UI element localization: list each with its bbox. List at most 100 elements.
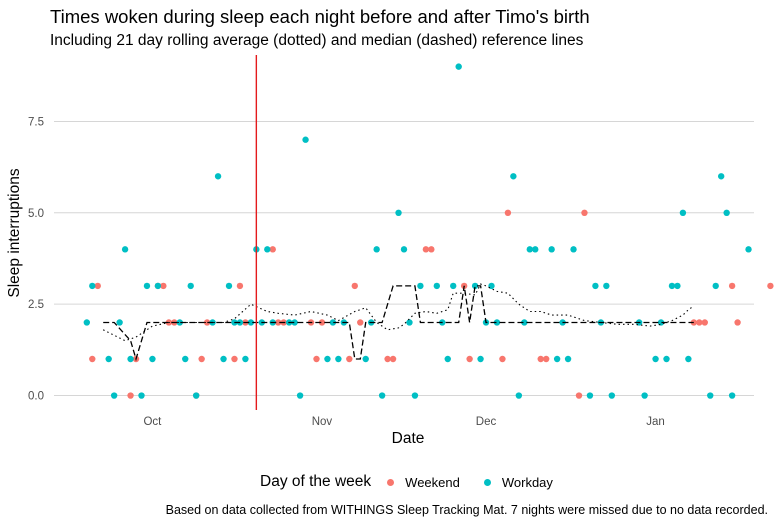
data-point-workday (335, 355, 342, 363)
x-axis-title: Date (392, 430, 425, 447)
data-point-workday (143, 282, 151, 290)
rolling-average-line (102, 283, 695, 342)
data-point-workday (154, 282, 162, 290)
data-point-workday (324, 355, 331, 363)
data-point-weekend (537, 355, 544, 363)
data-point-workday (138, 392, 145, 399)
data-point-weekend (351, 282, 358, 290)
data-point-weekend (357, 319, 364, 326)
data-point-workday (400, 246, 408, 253)
data-point-weekend (203, 319, 211, 326)
data-point-workday (521, 319, 528, 326)
data-point-workday (712, 282, 719, 290)
data-point-workday (116, 319, 123, 326)
legend-title: Day of the week (260, 473, 372, 490)
data-point-weekend (313, 355, 320, 363)
data-point-workday (362, 355, 369, 363)
data-point-workday (488, 282, 495, 290)
grid-lines (54, 120, 754, 397)
data-point-workday (455, 63, 462, 70)
legend-key-weekend (387, 478, 395, 486)
data-point-workday (515, 392, 523, 399)
data-point-workday (110, 392, 118, 399)
data-point-weekend (581, 209, 588, 217)
data-point-weekend (696, 319, 703, 326)
y-axis-ticks: 0.0 2.5 5.0 7.5 (28, 116, 44, 402)
data-point-workday (510, 173, 517, 180)
data-point-workday (149, 355, 156, 363)
data-point-workday (296, 392, 304, 399)
chart-title: Times woken during sleep each night befo… (50, 6, 590, 27)
data-point-workday (433, 282, 441, 290)
data-point-weekend (275, 319, 282, 326)
data-point-workday (417, 282, 424, 290)
data-point-workday (548, 246, 555, 253)
data-point-workday (674, 282, 681, 290)
data-point-weekend (389, 355, 397, 363)
data-point-workday (641, 392, 648, 399)
data-point-workday (570, 246, 577, 253)
data-point-weekend (504, 209, 512, 217)
data-point-weekend (575, 392, 583, 399)
data-point-workday (220, 355, 227, 363)
data-point-weekend (728, 282, 736, 290)
data-point-weekend (89, 355, 96, 363)
data-point-workday (373, 246, 380, 253)
data-point-workday (121, 246, 129, 253)
x-tick-label: Dec (476, 416, 497, 428)
data-point-workday (685, 355, 692, 363)
data-point-workday (176, 319, 183, 326)
data-point-weekend (422, 246, 430, 253)
x-tick-label: Oct (143, 416, 162, 428)
data-point-workday (477, 355, 484, 363)
data-point-weekend (734, 319, 741, 326)
data-point-workday (586, 392, 594, 399)
data-point-workday (406, 319, 413, 326)
data-point-workday (127, 355, 134, 363)
data-point-weekend (701, 319, 708, 326)
y-tick-label: 0.0 (28, 391, 44, 403)
data-point-weekend (160, 282, 167, 290)
data-point-workday (182, 355, 189, 363)
y-axis-title: Sleep interruptions (6, 168, 23, 297)
legend: Day of the week Weekend Workday (260, 472, 577, 492)
data-point-workday (242, 355, 249, 363)
legend-label-weekend: Weekend (405, 474, 460, 490)
data-point-weekend (499, 355, 506, 363)
data-point-weekend (767, 282, 774, 290)
legend-key-workday (483, 478, 491, 486)
data-point-workday (564, 355, 572, 363)
data-point-workday (329, 319, 337, 326)
data-point-weekend (690, 319, 698, 326)
data-point-weekend (466, 355, 473, 363)
data-point-workday (302, 136, 309, 143)
data-point-workday (89, 282, 96, 290)
data-point-workday (493, 319, 501, 326)
y-tick-label: 2.5 (28, 299, 44, 311)
data-point-weekend (346, 355, 353, 363)
y-tick-label: 5.0 (28, 208, 44, 220)
data-point-workday (395, 209, 402, 217)
data-points (83, 63, 774, 399)
data-point-workday (214, 173, 222, 180)
data-point-workday (264, 246, 271, 253)
x-tick-label: Jan (646, 416, 665, 428)
legend-label-workday: Workday (501, 474, 553, 490)
chart-caption: Based on data collected from WITHINGS Sl… (165, 503, 768, 517)
data-point-weekend (198, 355, 205, 363)
data-point-workday (444, 355, 451, 363)
data-point-workday (526, 246, 533, 253)
data-point-workday (592, 282, 599, 290)
data-point-workday (225, 282, 233, 290)
data-point-workday (663, 355, 670, 363)
data-point-workday (532, 246, 539, 253)
data-point-workday (187, 282, 194, 290)
chart-subtitle: Including 21 day rolling average (dotted… (50, 32, 584, 49)
data-point-weekend (384, 355, 391, 363)
data-point-workday (192, 392, 200, 399)
data-point-workday (553, 355, 561, 363)
data-point-workday (679, 209, 687, 217)
y-tick-label: 7.5 (28, 116, 44, 128)
data-point-workday (247, 319, 255, 326)
data-point-workday (668, 282, 676, 290)
